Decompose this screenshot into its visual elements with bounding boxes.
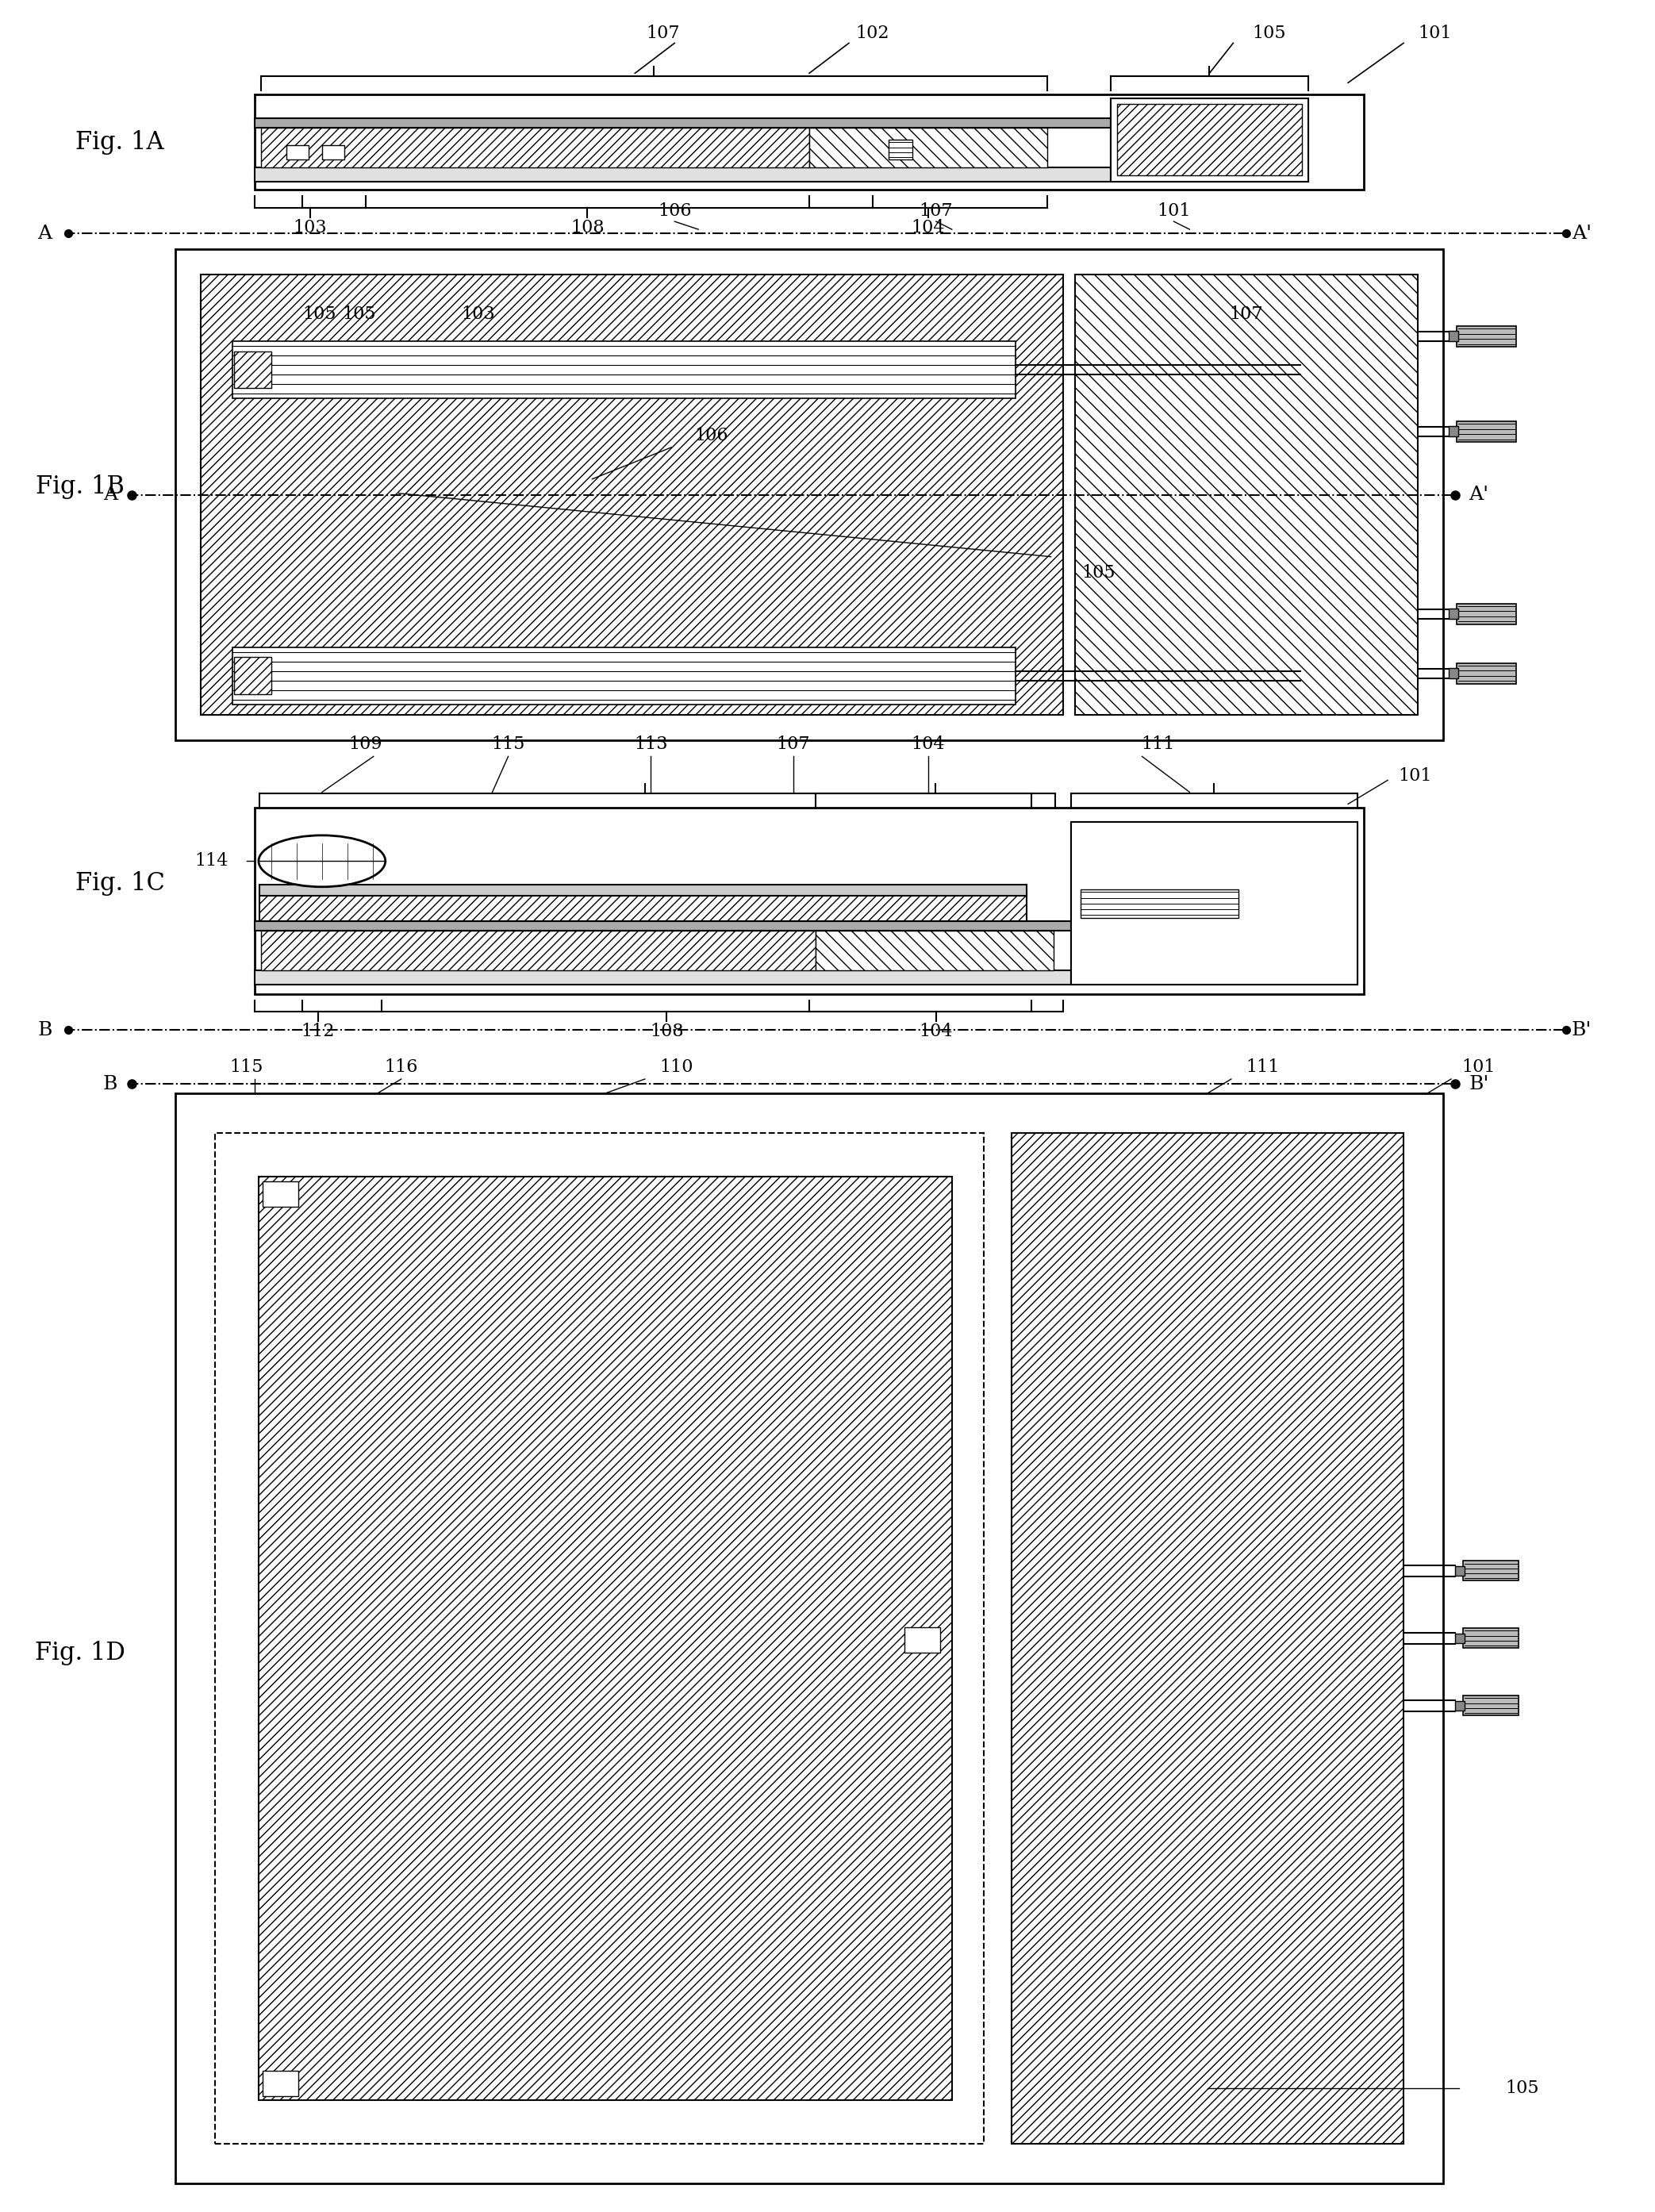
Bar [175, 250, 1443, 741]
Bar [1456, 664, 1516, 684]
Text: 101: 101 [1157, 204, 1190, 219]
Bar [260, 891, 1026, 922]
Bar [1081, 889, 1238, 918]
Bar [816, 931, 1053, 971]
Text: 105: 105 [1506, 2079, 1539, 2097]
Bar [261, 931, 816, 971]
Bar [233, 657, 271, 695]
Bar [1111, 100, 1309, 181]
Text: 108: 108 [650, 1022, 684, 1040]
Bar [263, 2070, 298, 2097]
Bar [261, 128, 809, 168]
Text: 103: 103 [462, 305, 495, 323]
Bar [889, 139, 912, 159]
Bar [1456, 420, 1516, 442]
Bar [255, 168, 1111, 181]
Bar [1450, 332, 1458, 341]
Text: 104: 104 [912, 219, 945, 237]
Bar [1071, 823, 1357, 984]
Bar [233, 352, 271, 389]
Text: 101: 101 [1398, 768, 1432, 785]
Bar [255, 807, 1364, 993]
Bar [1455, 1632, 1465, 1644]
Text: 109: 109 [349, 737, 382, 754]
Text: 113: 113 [634, 737, 667, 754]
Bar [260, 885, 1026, 896]
Text: B: B [38, 1020, 51, 1040]
Text: Fig. 1A: Fig. 1A [76, 131, 164, 155]
Text: 106: 106 [693, 427, 728, 445]
Bar [263, 1181, 298, 1208]
Text: 107: 107 [1230, 305, 1263, 323]
Bar [1450, 427, 1458, 436]
Text: 105: 105 [1082, 564, 1115, 582]
Bar [1456, 604, 1516, 624]
Bar [232, 341, 1015, 398]
Text: 102: 102 [856, 24, 889, 42]
Text: 106: 106 [657, 204, 692, 219]
Text: 114: 114 [194, 852, 228, 869]
Text: 107: 107 [919, 204, 953, 219]
Bar [1117, 104, 1302, 175]
Bar [255, 95, 1364, 190]
Bar [1074, 274, 1418, 714]
Text: 115: 115 [492, 737, 525, 754]
Bar [1455, 1566, 1465, 1575]
Bar [175, 1093, 1443, 2183]
Text: 104: 104 [912, 737, 945, 754]
Text: A: A [103, 487, 118, 504]
Ellipse shape [258, 836, 386, 887]
Text: A: A [38, 223, 51, 243]
Text: 104: 104 [919, 1022, 953, 1040]
Text: Fig. 1D: Fig. 1D [35, 1641, 126, 1666]
Text: 107: 107 [776, 737, 811, 754]
Bar [200, 274, 1063, 714]
Bar [258, 1177, 952, 2099]
Text: 110: 110 [660, 1057, 693, 1075]
Bar [1463, 1628, 1518, 1648]
Text: 105: 105 [1251, 24, 1286, 42]
Text: 111: 111 [1246, 1057, 1279, 1075]
Text: 108: 108 [571, 219, 604, 237]
Bar [1450, 668, 1458, 679]
Bar [286, 146, 308, 159]
Bar [1071, 823, 1357, 984]
Bar [323, 146, 344, 159]
Bar [904, 1628, 940, 1652]
Bar [1011, 1133, 1403, 2143]
Bar [1111, 100, 1309, 181]
Text: 111: 111 [1140, 737, 1175, 754]
Text: 101: 101 [1418, 24, 1451, 42]
Text: B': B' [1468, 1075, 1489, 1093]
Text: 103: 103 [293, 219, 328, 237]
Text: 116: 116 [384, 1057, 419, 1075]
Bar [255, 971, 1071, 984]
Bar [809, 128, 1048, 168]
Bar [232, 648, 1015, 703]
Text: B': B' [1572, 1020, 1592, 1040]
Text: 107: 107 [645, 24, 680, 42]
Bar [1456, 325, 1516, 347]
Text: 105: 105 [343, 305, 376, 323]
Bar [1450, 608, 1458, 619]
Text: 101: 101 [1461, 1057, 1496, 1075]
Text: 105: 105 [303, 305, 336, 323]
Text: A': A' [1572, 223, 1592, 243]
Bar [215, 1133, 983, 2143]
Bar [1455, 1701, 1465, 1710]
Text: B: B [103, 1075, 118, 1093]
Text: 112: 112 [301, 1022, 334, 1040]
Bar [1463, 1697, 1518, 1717]
Text: A': A' [1470, 487, 1489, 504]
Text: Fig. 1C: Fig. 1C [74, 872, 166, 896]
Bar [1463, 1562, 1518, 1582]
Bar [255, 922, 1071, 931]
Bar [255, 119, 1111, 128]
Text: 115: 115 [230, 1057, 263, 1075]
Text: Fig. 1B: Fig. 1B [36, 476, 124, 500]
